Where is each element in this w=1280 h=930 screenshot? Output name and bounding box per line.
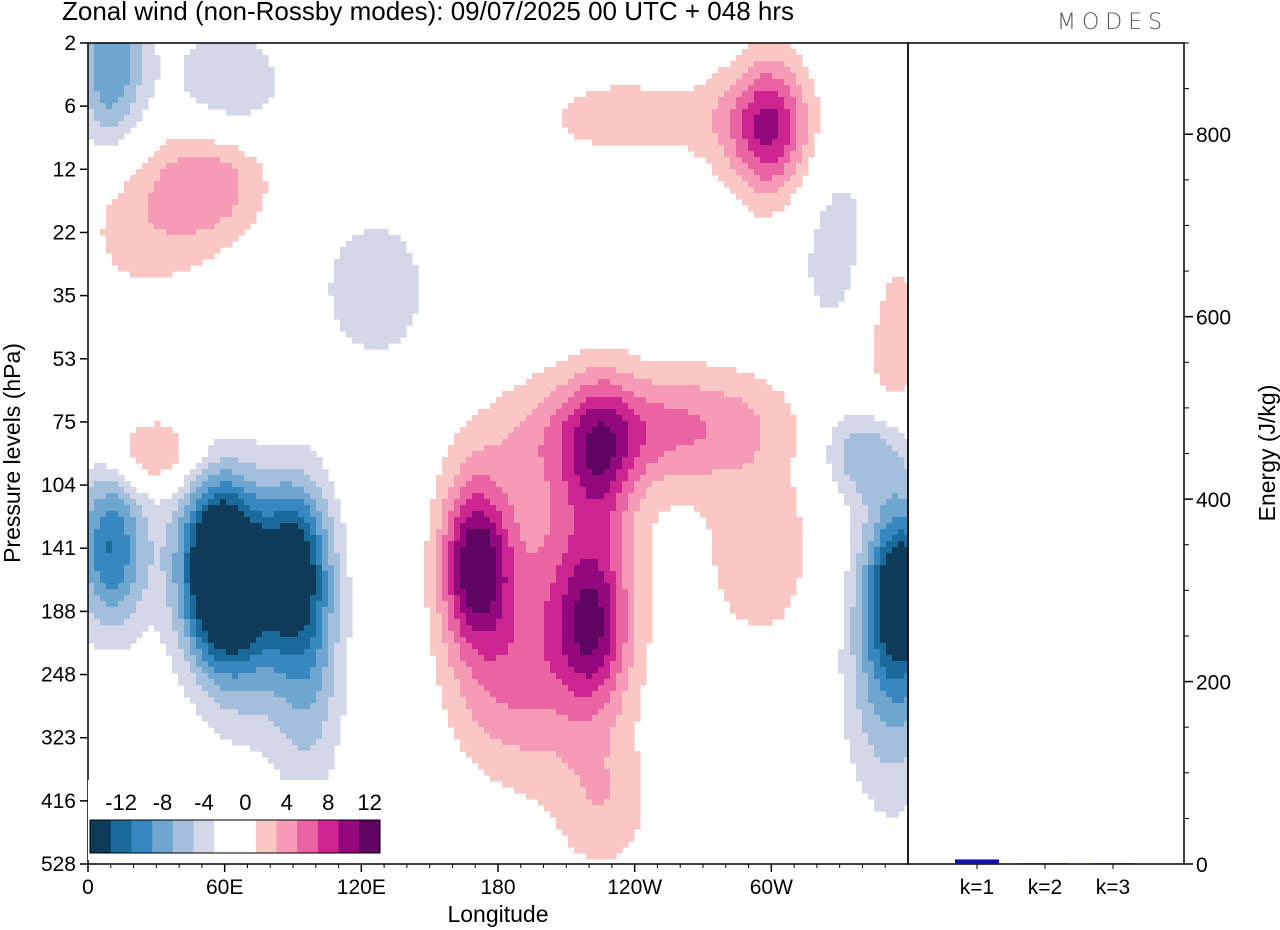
y-tick-label: 323 (41, 727, 76, 750)
y-tick-label: 248 (41, 664, 76, 687)
colorbar-swatch (193, 820, 215, 853)
energy-panel-frame (907, 42, 1185, 865)
y-tick-label: 53 (53, 348, 76, 371)
y-tick-label: 75 (53, 411, 76, 434)
energy-bar (1023, 863, 1067, 865)
y-tick-label: 416 (41, 790, 76, 813)
colorbar-swatch (338, 820, 360, 853)
colorbar-swatch (110, 820, 132, 853)
colorbar-label: 4 (281, 790, 293, 815)
colorbar-swatch (235, 820, 257, 853)
x-tick-label: 60W (750, 876, 793, 899)
energy-tick-label: 400 (1196, 489, 1231, 512)
energy-tick-label: 200 (1196, 672, 1231, 695)
energy-bars: k=1 k=2 k=3 (955, 859, 1135, 899)
colorbar-label: -12 (105, 790, 137, 815)
bar-category-label: k=1 (960, 876, 994, 899)
y-tick-label: 2 (64, 32, 76, 55)
colorbar-label: -4 (194, 790, 214, 815)
colorbar-swatch (131, 820, 153, 853)
chart-title: Zonal wind (non-Rossby modes): 09/07/202… (62, 0, 794, 26)
x-axis-title: Longitude (447, 901, 548, 927)
energy-bar (1091, 863, 1135, 865)
colorbar-label: 8 (322, 790, 334, 815)
colorbar-swatch (152, 820, 174, 853)
x-tick-label: 0 (82, 876, 94, 899)
colorbar-swatch (317, 820, 340, 853)
bar-category-label: k=2 (1028, 876, 1062, 899)
y-tick-label: 22 (53, 221, 76, 244)
pressure-axis: 2 6 12 22 35 53 75 104 141 188 248 323 416 528 (41, 32, 88, 876)
colorbar-frame (89, 819, 381, 854)
longitude-axis: 0 60E 120E 180 120W 60W (82, 864, 886, 899)
x-tick-label: 60E (206, 876, 243, 899)
bar-category-label: k=3 (1096, 876, 1130, 899)
y-axis-title: Pressure levels (hPa) (0, 343, 25, 563)
colorbar-label: -8 (153, 790, 173, 815)
energy-axis-title: Energy (J/kg) (1254, 385, 1280, 522)
energy-tick-label: 600 (1196, 307, 1231, 330)
energy-tick-label: 0 (1196, 854, 1208, 877)
colorbar-swatch (276, 820, 298, 853)
x-tick-label: 180 (480, 876, 515, 899)
x-tick-label: 120W (607, 876, 662, 899)
energy-bar (955, 859, 999, 864)
energy-tick-label: 800 (1196, 124, 1231, 147)
y-tick-label: 6 (64, 95, 76, 118)
colorbar-swatch (255, 820, 277, 853)
y-tick-label: 104 (41, 474, 76, 497)
colorbar-swatch (172, 820, 195, 853)
y-tick-label: 188 (41, 600, 76, 623)
colorbar: -12 -8 -4 0 4 8 12 (88, 780, 382, 860)
heatmap-field (88, 43, 908, 860)
y-tick-label: 12 (53, 158, 76, 181)
colorbar-swatch (359, 820, 381, 853)
colorbar-swatch (214, 820, 236, 853)
y-tick-label: 35 (53, 285, 76, 308)
y-tick-label: 528 (41, 853, 76, 876)
modes-logo: MODES (1057, 10, 1169, 35)
energy-axis: 0 200 400 600 800 (1184, 42, 1231, 877)
colorbar-label: 12 (357, 790, 381, 815)
colorbar-swatch (297, 820, 319, 853)
colorbar-label: 0 (239, 790, 251, 815)
y-tick-label: 141 (41, 537, 76, 560)
x-tick-label: 120E (337, 876, 386, 899)
colorbar-swatch (90, 820, 112, 853)
